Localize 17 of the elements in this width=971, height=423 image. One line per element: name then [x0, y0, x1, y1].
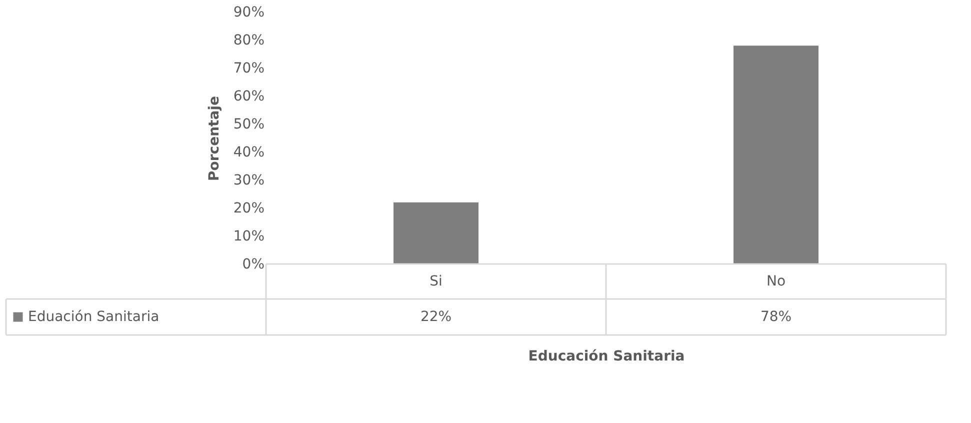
data-label: 22%	[420, 309, 452, 325]
y-tick-label: 10%	[233, 228, 264, 244]
y-tick-label: 70%	[233, 60, 264, 76]
y-tick-label: 60%	[233, 88, 264, 104]
y-tick-label: 90%	[233, 4, 264, 20]
x-tick-label: No	[766, 274, 786, 290]
y-tick-label: 80%	[233, 32, 264, 48]
y-axis-title: Porcentaje	[206, 96, 222, 181]
y-tick-label: 30%	[233, 172, 264, 188]
y-tick-label: 50%	[233, 116, 264, 132]
x-axis-title: Educación Sanitaria	[528, 348, 685, 364]
y-tick-label: 0%	[242, 256, 264, 272]
y-tick-label: 20%	[233, 200, 264, 216]
legend-label: Eduación Sanitaria	[28, 309, 160, 325]
y-tick-label: 40%	[233, 144, 264, 160]
data-label: 78%	[760, 309, 792, 325]
x-tick-label: Si	[430, 274, 442, 290]
